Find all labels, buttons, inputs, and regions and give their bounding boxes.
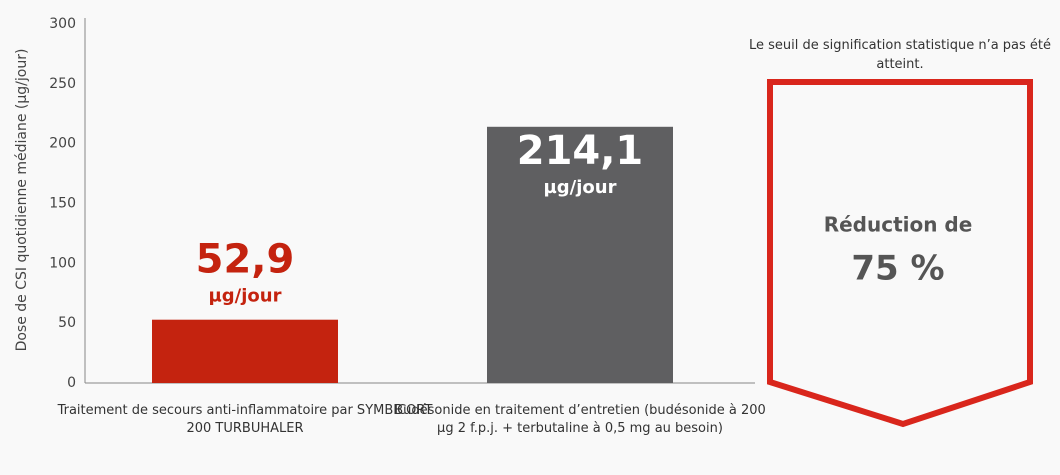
value-label: 214,1 <box>517 128 644 174</box>
callout-value: 75 % <box>851 249 944 289</box>
callout-shape <box>767 79 1033 428</box>
y-tick-label: 250 <box>49 76 76 92</box>
y-tick-label: 150 <box>49 196 76 212</box>
x-tick-label: Traitement de secours anti-inflammatoire… <box>57 403 433 436</box>
annotation: Le seuil de signification statistique n’… <box>748 38 1052 72</box>
x-tick-label: Budésonide en traitement d’entretien (bu… <box>394 403 766 436</box>
bar <box>152 319 338 383</box>
y-tick-label: 50 <box>58 315 76 331</box>
y-tick-label: 300 <box>49 16 76 32</box>
y-axis-label: Dose de CSI quotidienne médiane (µg/jour… <box>14 49 30 352</box>
y-tick-label: 200 <box>49 136 76 152</box>
value-label: 52,9 <box>196 237 295 283</box>
callout-text: Réduction de <box>824 213 973 237</box>
y-tick-label: 0 <box>67 375 76 391</box>
bar <box>487 126 673 383</box>
value-unit: µg/jour <box>209 286 282 307</box>
value-unit: µg/jour <box>544 177 617 198</box>
y-tick-label: 100 <box>49 255 76 271</box>
